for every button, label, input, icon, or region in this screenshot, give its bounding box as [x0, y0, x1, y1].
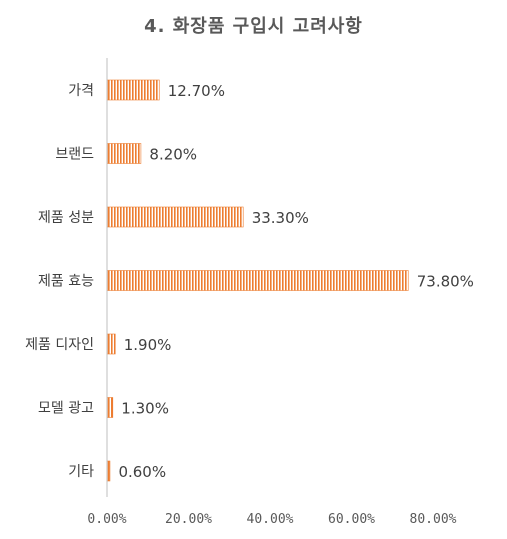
category-label-0: 가격: [68, 83, 94, 99]
value-labels-group: 12.70% 8.20% 33.30% 73.80% 1.90% 1.30% 0.60%: [118, 82, 473, 481]
x-tick-label-2: 40.00%: [247, 512, 294, 527]
category-label-3: 제품 효능: [38, 274, 94, 290]
x-tick-labels-group: 0.00% 20.00% 40.00% 60.00% 80.00%: [87, 512, 456, 527]
value-label-3: 73.80%: [417, 273, 474, 291]
category-label-5: 모델 광고: [38, 401, 94, 417]
bar-4: [107, 333, 116, 355]
bar-1: [107, 143, 142, 164]
value-label-5: 1.30%: [121, 400, 169, 418]
bar-3: [107, 270, 409, 291]
x-tick-label-0: 0.00%: [87, 512, 126, 527]
value-label-1: 8.20%: [149, 146, 197, 164]
bar-0: [107, 79, 160, 101]
value-label-6: 0.60%: [118, 463, 166, 481]
chart-title: 4. 화장품 구입시 고려사항: [144, 16, 363, 37]
category-label-6: 기타: [68, 464, 94, 480]
bar-5: [107, 397, 114, 418]
bar-2: [107, 206, 244, 228]
x-tick-label-3: 60.00%: [328, 512, 375, 527]
bars-group: [107, 79, 409, 482]
category-label-2: 제품 성분: [38, 210, 94, 226]
value-label-0: 12.70%: [168, 82, 225, 100]
x-tick-label-1: 20.00%: [165, 512, 212, 527]
x-tick-label-4: 80.00%: [410, 512, 457, 527]
category-label-1: 브랜드: [55, 147, 94, 163]
category-label-4: 제품 디자인: [25, 337, 94, 353]
value-label-4: 1.90%: [124, 336, 172, 354]
bar-6: [107, 460, 111, 482]
value-label-2: 33.30%: [252, 209, 309, 227]
